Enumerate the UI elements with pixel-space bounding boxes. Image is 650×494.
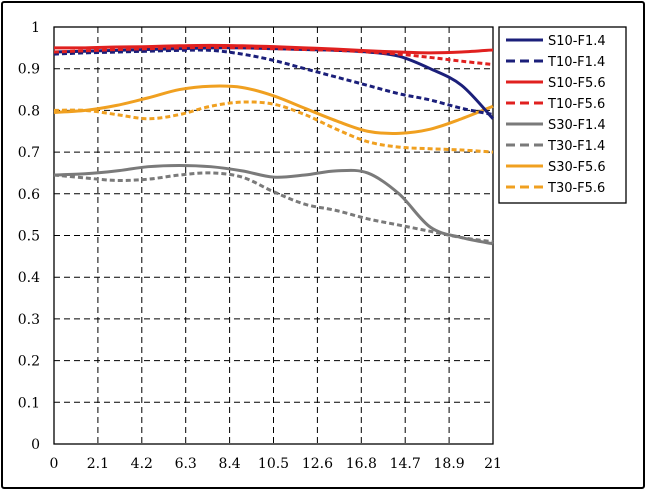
x-tick-label: 16.8 (346, 456, 377, 472)
y-tick-label: 0.1 (18, 395, 40, 411)
x-axis-ticks: 0 2.1 4.2 6.3 8.4 10.5 12.6 16.8 14.7 18.9 21 (50, 456, 502, 472)
series-line-t30-f1-4 (53, 171, 494, 244)
y-tick-label: 0.9 (18, 62, 40, 78)
legend-entries: S10-F1.4 T10-F1.4 S10-F5.6 T10-F5.6 S30-F1.4… (506, 34, 606, 196)
y-tick-label: 0.3 (18, 312, 40, 328)
series-line-t30-f5-6 (53, 100, 494, 154)
y-axis-ticks: 0 0.1 0.2 0.3 0.4 0.5 0.6 0.7 0.8 0.9 1 (18, 20, 40, 453)
legend-label-t30-f5-6: T30-F5.6 (547, 181, 605, 196)
x-tick-label: 6.3 (175, 456, 197, 472)
x-tick-label: 8.4 (218, 456, 240, 472)
series-line-s30-f5-6 (53, 84, 494, 135)
y-tick-label: 0.6 (18, 187, 40, 203)
legend-label-s10-f5-6: S10-F5.6 (548, 76, 606, 91)
grid (54, 27, 493, 444)
chart-frame (1, 1, 645, 489)
x-tick-label: 14.7 (390, 456, 421, 472)
legend-label-t30-f1-4: T30-F1.4 (547, 139, 605, 154)
x-tick-label: 18.9 (434, 456, 465, 472)
x-tick-label: 21 (484, 456, 502, 472)
legend-label-t10-f5-6: T10-F5.6 (547, 97, 605, 112)
y-tick-label: 0.8 (18, 103, 40, 119)
y-tick-label: 0 (31, 437, 40, 453)
legend-label-t10-f1-4: T10-F1.4 (547, 55, 605, 70)
y-tick-label: 0.4 (18, 270, 40, 286)
x-tick-label: 0 (50, 456, 59, 472)
y-tick-label: 1 (31, 20, 40, 36)
x-tick-label: 4.2 (131, 456, 153, 472)
legend-label-s10-f1-4: S10-F1.4 (548, 34, 606, 49)
legend (498, 26, 627, 204)
x-tick-label: 10.5 (258, 456, 289, 472)
y-tick-label: 0.2 (18, 354, 40, 370)
y-tick-label: 0.7 (18, 145, 40, 161)
series-group (53, 43, 495, 246)
x-tick-label: 2.1 (87, 456, 109, 472)
y-tick-label: 0.5 (18, 229, 40, 245)
series-line-s10-f5-6 (53, 43, 494, 55)
plot-area (53, 26, 494, 445)
series-line-t10-f5-6 (53, 45, 494, 67)
series-line-s30-f1-4 (53, 163, 494, 246)
legend-label-s30-f1-4: S30-F1.4 (548, 118, 606, 133)
x-tick-label: 12.6 (302, 456, 333, 472)
legend-label-s30-f5-6: S30-F5.6 (548, 160, 606, 175)
series-line-t10-f1-4 (53, 48, 494, 117)
